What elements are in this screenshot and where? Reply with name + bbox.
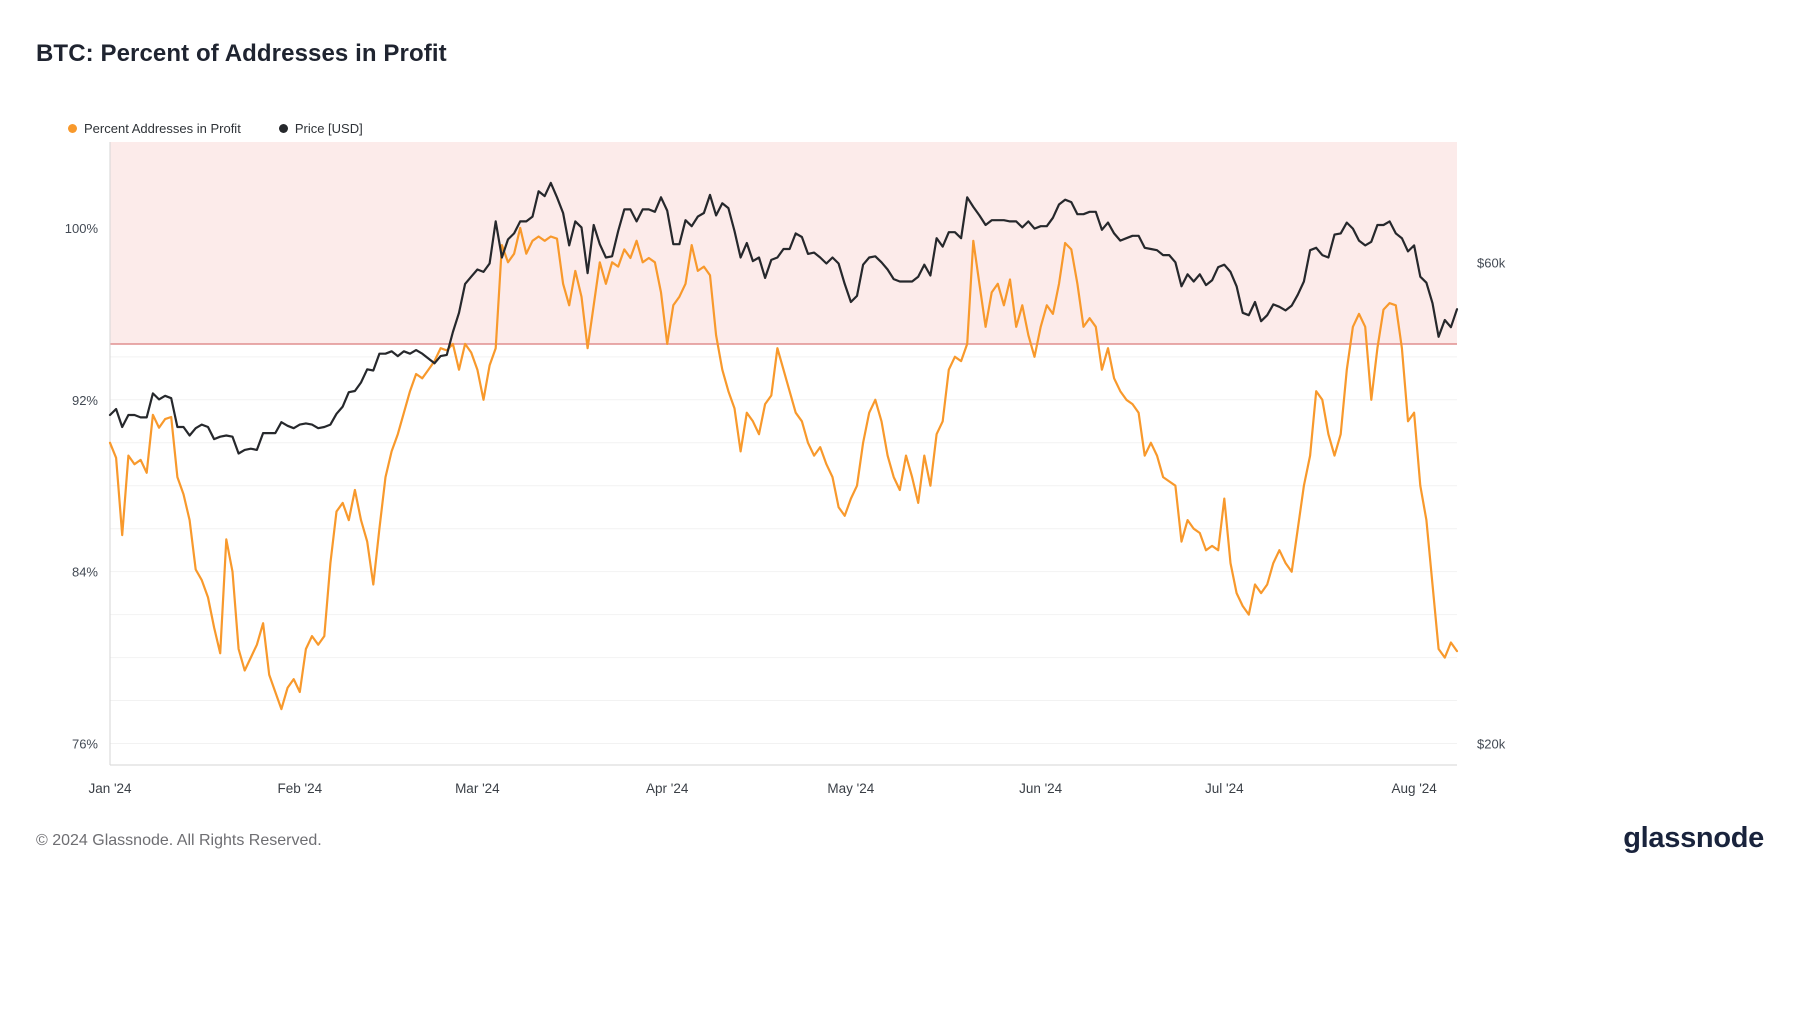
page-title: BTC: Percent of Addresses in Profit [36,40,447,67]
y-axis-label-percent: 84% [72,565,98,580]
x-axis-label: Jun '24 [1019,781,1063,796]
x-axis-label: Feb '24 [277,781,322,796]
y-axis-label-price: $20k [1477,736,1506,751]
x-axis-label: Mar '24 [455,781,500,796]
legend-item-percent-in-profit[interactable]: Percent Addresses in Profit [68,121,241,136]
x-axis-label: Apr '24 [646,781,689,796]
x-axis-label: Jan '24 [88,781,132,796]
y-axis-label-percent: 100% [65,221,99,236]
legend-item-price-usd[interactable]: Price [USD] [278,121,363,136]
x-axis-label: May '24 [827,781,874,796]
percent-addresses-line [108,226,1459,711]
legend: Percent Addresses in Profit Price [USD] [68,121,363,136]
price-usd-line [108,181,1459,455]
y-axis-label-percent: 92% [72,393,98,408]
x-axis-label: Aug '24 [1391,781,1437,796]
black-series-dot-icon [278,124,288,133]
profit-band [110,142,1457,344]
copyright-text: © 2024 Glassnode. All Rights Reserved. [36,832,322,849]
orange-series-dot-icon [68,124,77,133]
y-axis-label-price: $60k [1477,255,1506,270]
legend-label-price: Price [USD] [294,121,363,136]
y-axis-label-percent: 76% [72,737,98,752]
glassnode-logo: glassnode [1623,822,1764,854]
x-axis-label: Jul '24 [1205,781,1244,796]
legend-label-percent: Percent Addresses in Profit [84,121,241,136]
